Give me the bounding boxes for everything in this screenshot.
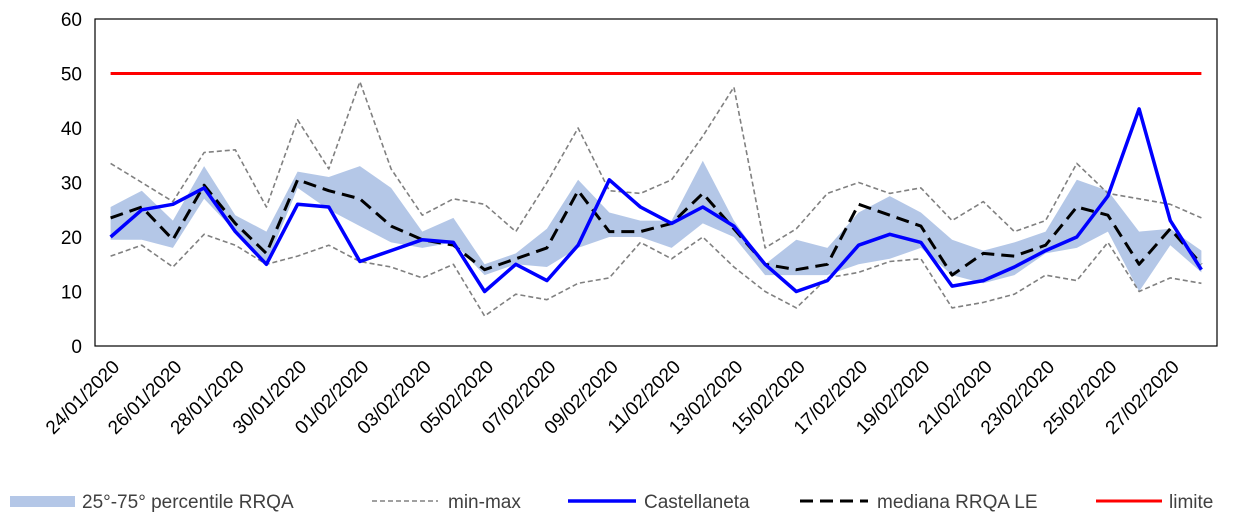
median-line [110, 178, 1203, 277]
legend-label-limit: limite [1169, 492, 1213, 513]
legend-label-minmax: min-max [448, 492, 521, 513]
y-axis-tick-labels: 0 10 20 30 40 50 60 [61, 10, 82, 358]
legend-label-castellaneta: Castellaneta [644, 492, 750, 513]
castellaneta-line [109, 107, 1203, 294]
y-tick-label: 30 [61, 174, 82, 195]
y-tick-label: 20 [61, 228, 82, 249]
y-tick-label: 40 [61, 119, 82, 140]
plot-frame [94, 18, 1218, 347]
y-tick-label: 0 [71, 337, 82, 358]
y-tick-label: 50 [61, 65, 82, 86]
legend-swatch-band [10, 496, 75, 507]
legend-label-median: mediana RRQA LE [877, 492, 1038, 513]
legend: 25°-75° percentile RRQA min-max Castella… [10, 492, 1213, 513]
legend-label-band: 25°-75° percentile RRQA [82, 492, 294, 513]
band-25-75-percentile [110, 160, 1202, 292]
max-line [110, 80, 1202, 249]
min-line [110, 233, 1202, 317]
y-tick-label: 60 [61, 10, 82, 31]
plot-area [94, 18, 1218, 347]
y-tick-label: 10 [61, 283, 82, 304]
